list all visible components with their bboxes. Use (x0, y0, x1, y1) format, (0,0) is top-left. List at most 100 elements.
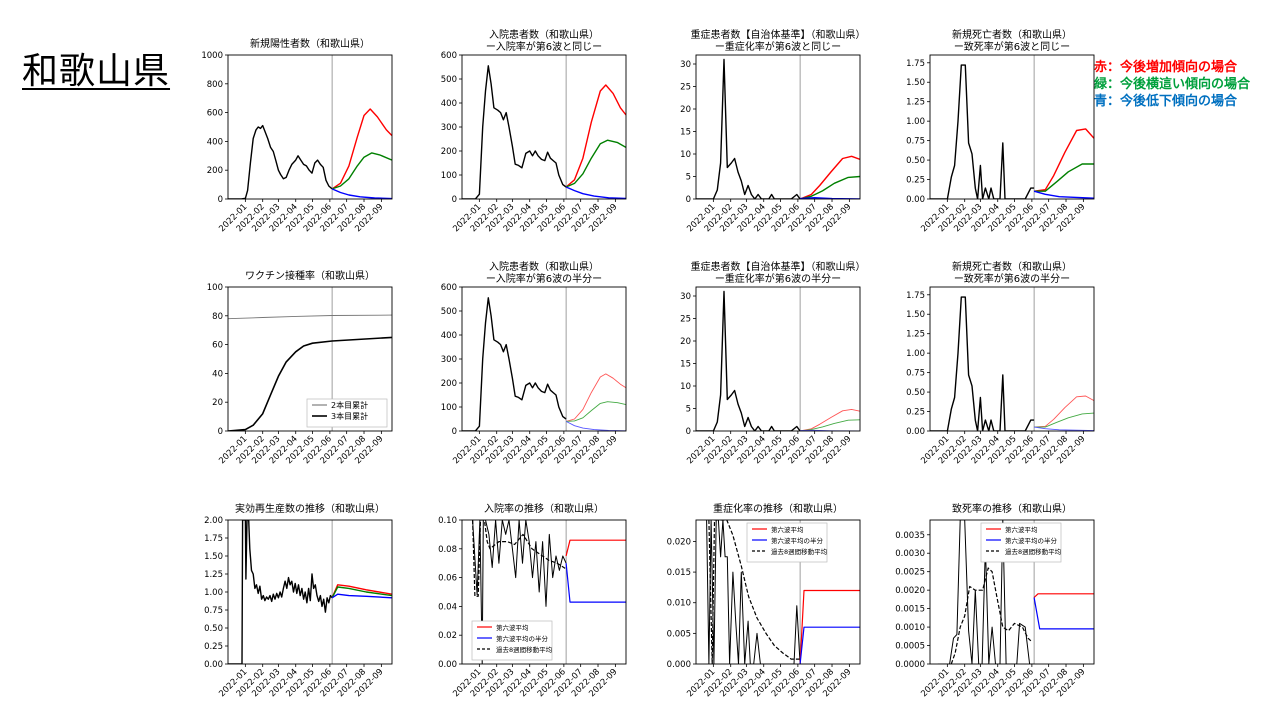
chart-title: 致死率の推移（和歌山県） (952, 502, 1072, 515)
y-tick-label: 400 (441, 99, 457, 109)
series-line-3 (1033, 597, 1094, 630)
series-line-2 (1033, 593, 1094, 598)
chart-panel-vaccination: ワクチン接種率（和歌山県）0204060801002022-012022-022… (207, 269, 393, 466)
series-line-3 (1034, 426, 1094, 431)
chart-panel-death-rate: 致死率の推移（和歌山県） 0.0000 0.0005 0.0010 0.0015 0.00… (895, 502, 1095, 699)
chart-title: 入院患者数（和歌山県） (489, 28, 599, 41)
y-tick-label: 25 (680, 315, 691, 325)
page-title: 和歌山県 (22, 51, 171, 93)
y-tick-label: 0.75 (906, 137, 925, 147)
plot-frame (929, 54, 1095, 200)
legend-label: 2本目累計 (331, 400, 368, 410)
y-tick-label: 500 (441, 75, 457, 85)
series-line-2 (799, 175, 860, 199)
y-tick-label: 0.08 (438, 545, 457, 555)
y-tick-label: 1.00 (204, 588, 223, 598)
legend-label: 過去8週間移動平均 (1005, 547, 1062, 556)
y-tick-label: 0.0000 (895, 660, 925, 670)
y-tick-label: 0.0030 (895, 549, 925, 559)
series-line-2 (566, 401, 626, 422)
series-line-0 (462, 297, 567, 431)
y-tick-label: 1.25 (204, 570, 223, 580)
y-tick-label: 400 (441, 331, 457, 341)
series-line-1 (1034, 128, 1094, 192)
chart-title: ー重症化率が第6波の半分ー (715, 272, 841, 285)
y-tick-label: 0.75 (906, 369, 925, 379)
y-tick-label: 80 (212, 312, 223, 322)
chart-title: 実効再生産数の推移（和歌山県） (235, 502, 385, 515)
y-tick-label: 0.50 (906, 156, 925, 166)
y-tick-label: 60 (212, 341, 223, 351)
y-tick-label: 25 (680, 83, 691, 93)
y-tick-label: 0 (452, 195, 457, 205)
series-line-1 (331, 108, 392, 190)
series-line-3 (565, 563, 626, 603)
legend-label: 第六波平均 (1005, 525, 1038, 534)
scenario-legend-flat: 緑：今後横這い傾向の場合 (1094, 77, 1251, 92)
series-line-1 (565, 373, 626, 422)
chart-title: ー致死率が第6波の半分ー (954, 272, 1070, 285)
y-tick-label: 1.75 (204, 534, 223, 544)
series-line-3 (331, 593, 392, 599)
y-tick-label: 2.00 (204, 516, 223, 526)
y-tick-label: 0.000 (667, 660, 691, 670)
y-tick-label: 0 (686, 195, 691, 205)
y-tick-label: 100 (207, 283, 223, 293)
plot-frame (695, 286, 861, 432)
series-line-3 (799, 626, 860, 664)
y-tick-label: 1000 (201, 51, 223, 61)
y-tick-label: 10 (680, 150, 691, 160)
legend-label: 第六波平均 (771, 525, 804, 534)
plot-frame (929, 286, 1095, 432)
y-tick-label: 0 (218, 427, 223, 437)
series-line-2 (565, 539, 626, 557)
y-tick-label: 0.50 (204, 624, 223, 634)
y-tick-label: 0.0010 (895, 623, 925, 633)
y-tick-label: 0.04 (438, 602, 457, 612)
plot-frame (227, 286, 393, 432)
series-line-2 (800, 419, 860, 431)
chart-panel-deaths-half: 新規死亡者数（和歌山県）ー致死率が第6波の半分ー 0.00 0.25 0.50 0.75… (906, 260, 1095, 466)
series-line-3 (1033, 190, 1094, 199)
y-tick-label: 0.50 (906, 388, 925, 398)
chart-title: 重症化率の推移（和歌山県） (713, 502, 843, 515)
y-tick-label: 0.0015 (895, 605, 925, 615)
chart-title: ー致死率が第6波と同じー (954, 40, 1070, 53)
chart-title: ー入院率が第6波の半分ー (486, 272, 602, 285)
y-tick-label: 300 (441, 123, 457, 133)
y-tick-label: 0.020 (667, 537, 691, 547)
y-tick-label: 1.25 (906, 330, 925, 340)
chart-panel-severe-same: 重症患者数【自治体基準】（和歌山県）ー重症化率が第6波と同じー 0 5 10 15 20 2… (680, 28, 865, 234)
y-tick-label: 0 (686, 427, 691, 437)
plot-frame (227, 54, 393, 200)
series-line-3 (331, 188, 392, 199)
series-line-1 (565, 84, 626, 188)
y-tick-label: 5 (686, 405, 691, 415)
series-line-2 (331, 152, 392, 190)
y-tick-label: 600 (441, 51, 457, 61)
scenario-legend-increase: 赤：今後増加傾向の場合 (1094, 60, 1238, 75)
plot-frame (227, 519, 393, 665)
chart-title: 新規陽性者数（和歌山県） (250, 37, 370, 50)
y-tick-label: 200 (441, 379, 457, 389)
y-tick-label: 1.75 (906, 291, 925, 301)
series-line-1 (228, 336, 392, 431)
y-tick-label: 0 (218, 195, 223, 205)
scenario-legend-decrease: 青：今後低下傾向の場合 (1094, 94, 1238, 109)
plot-frame (695, 519, 861, 665)
y-tick-label: 0.0020 (895, 586, 925, 596)
chart-title: ワクチン接種率（和歌山県） (245, 269, 375, 282)
legend-label: 過去8週間移動平均 (496, 645, 553, 654)
y-tick-label: 100 (441, 171, 457, 181)
y-tick-label: 0.015 (667, 568, 691, 578)
y-tick-label: 0.25 (906, 176, 925, 186)
y-tick-label: 15 (680, 360, 691, 370)
plot-frame (461, 286, 627, 432)
chart-title: 重症患者数【自治体基準】（和歌山県） (691, 260, 866, 273)
y-tick-label: 0.0005 (895, 642, 925, 652)
legend-label: 第六波平均 (496, 623, 529, 632)
y-tick-label: 600 (207, 109, 223, 119)
series-line-2 (565, 139, 626, 188)
chart-title: ー重症化率が第6波と同じー (715, 40, 841, 53)
plot-frame (461, 54, 627, 200)
